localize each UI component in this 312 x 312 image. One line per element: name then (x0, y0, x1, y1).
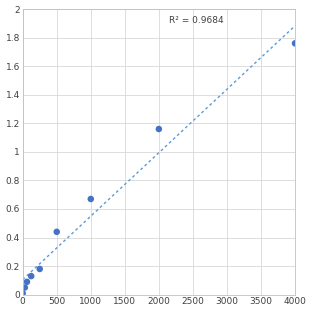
Point (54, 229, 59, 234)
Point (20, 291, 25, 296)
Text: R² = 0.9684: R² = 0.9684 (169, 16, 224, 25)
Point (22, 285, 27, 290)
Point (293, 41, 298, 46)
Point (29, 274, 34, 279)
Point (88, 197, 93, 202)
Point (24, 279, 29, 284)
Point (37, 266, 42, 271)
Point (156, 127, 161, 132)
